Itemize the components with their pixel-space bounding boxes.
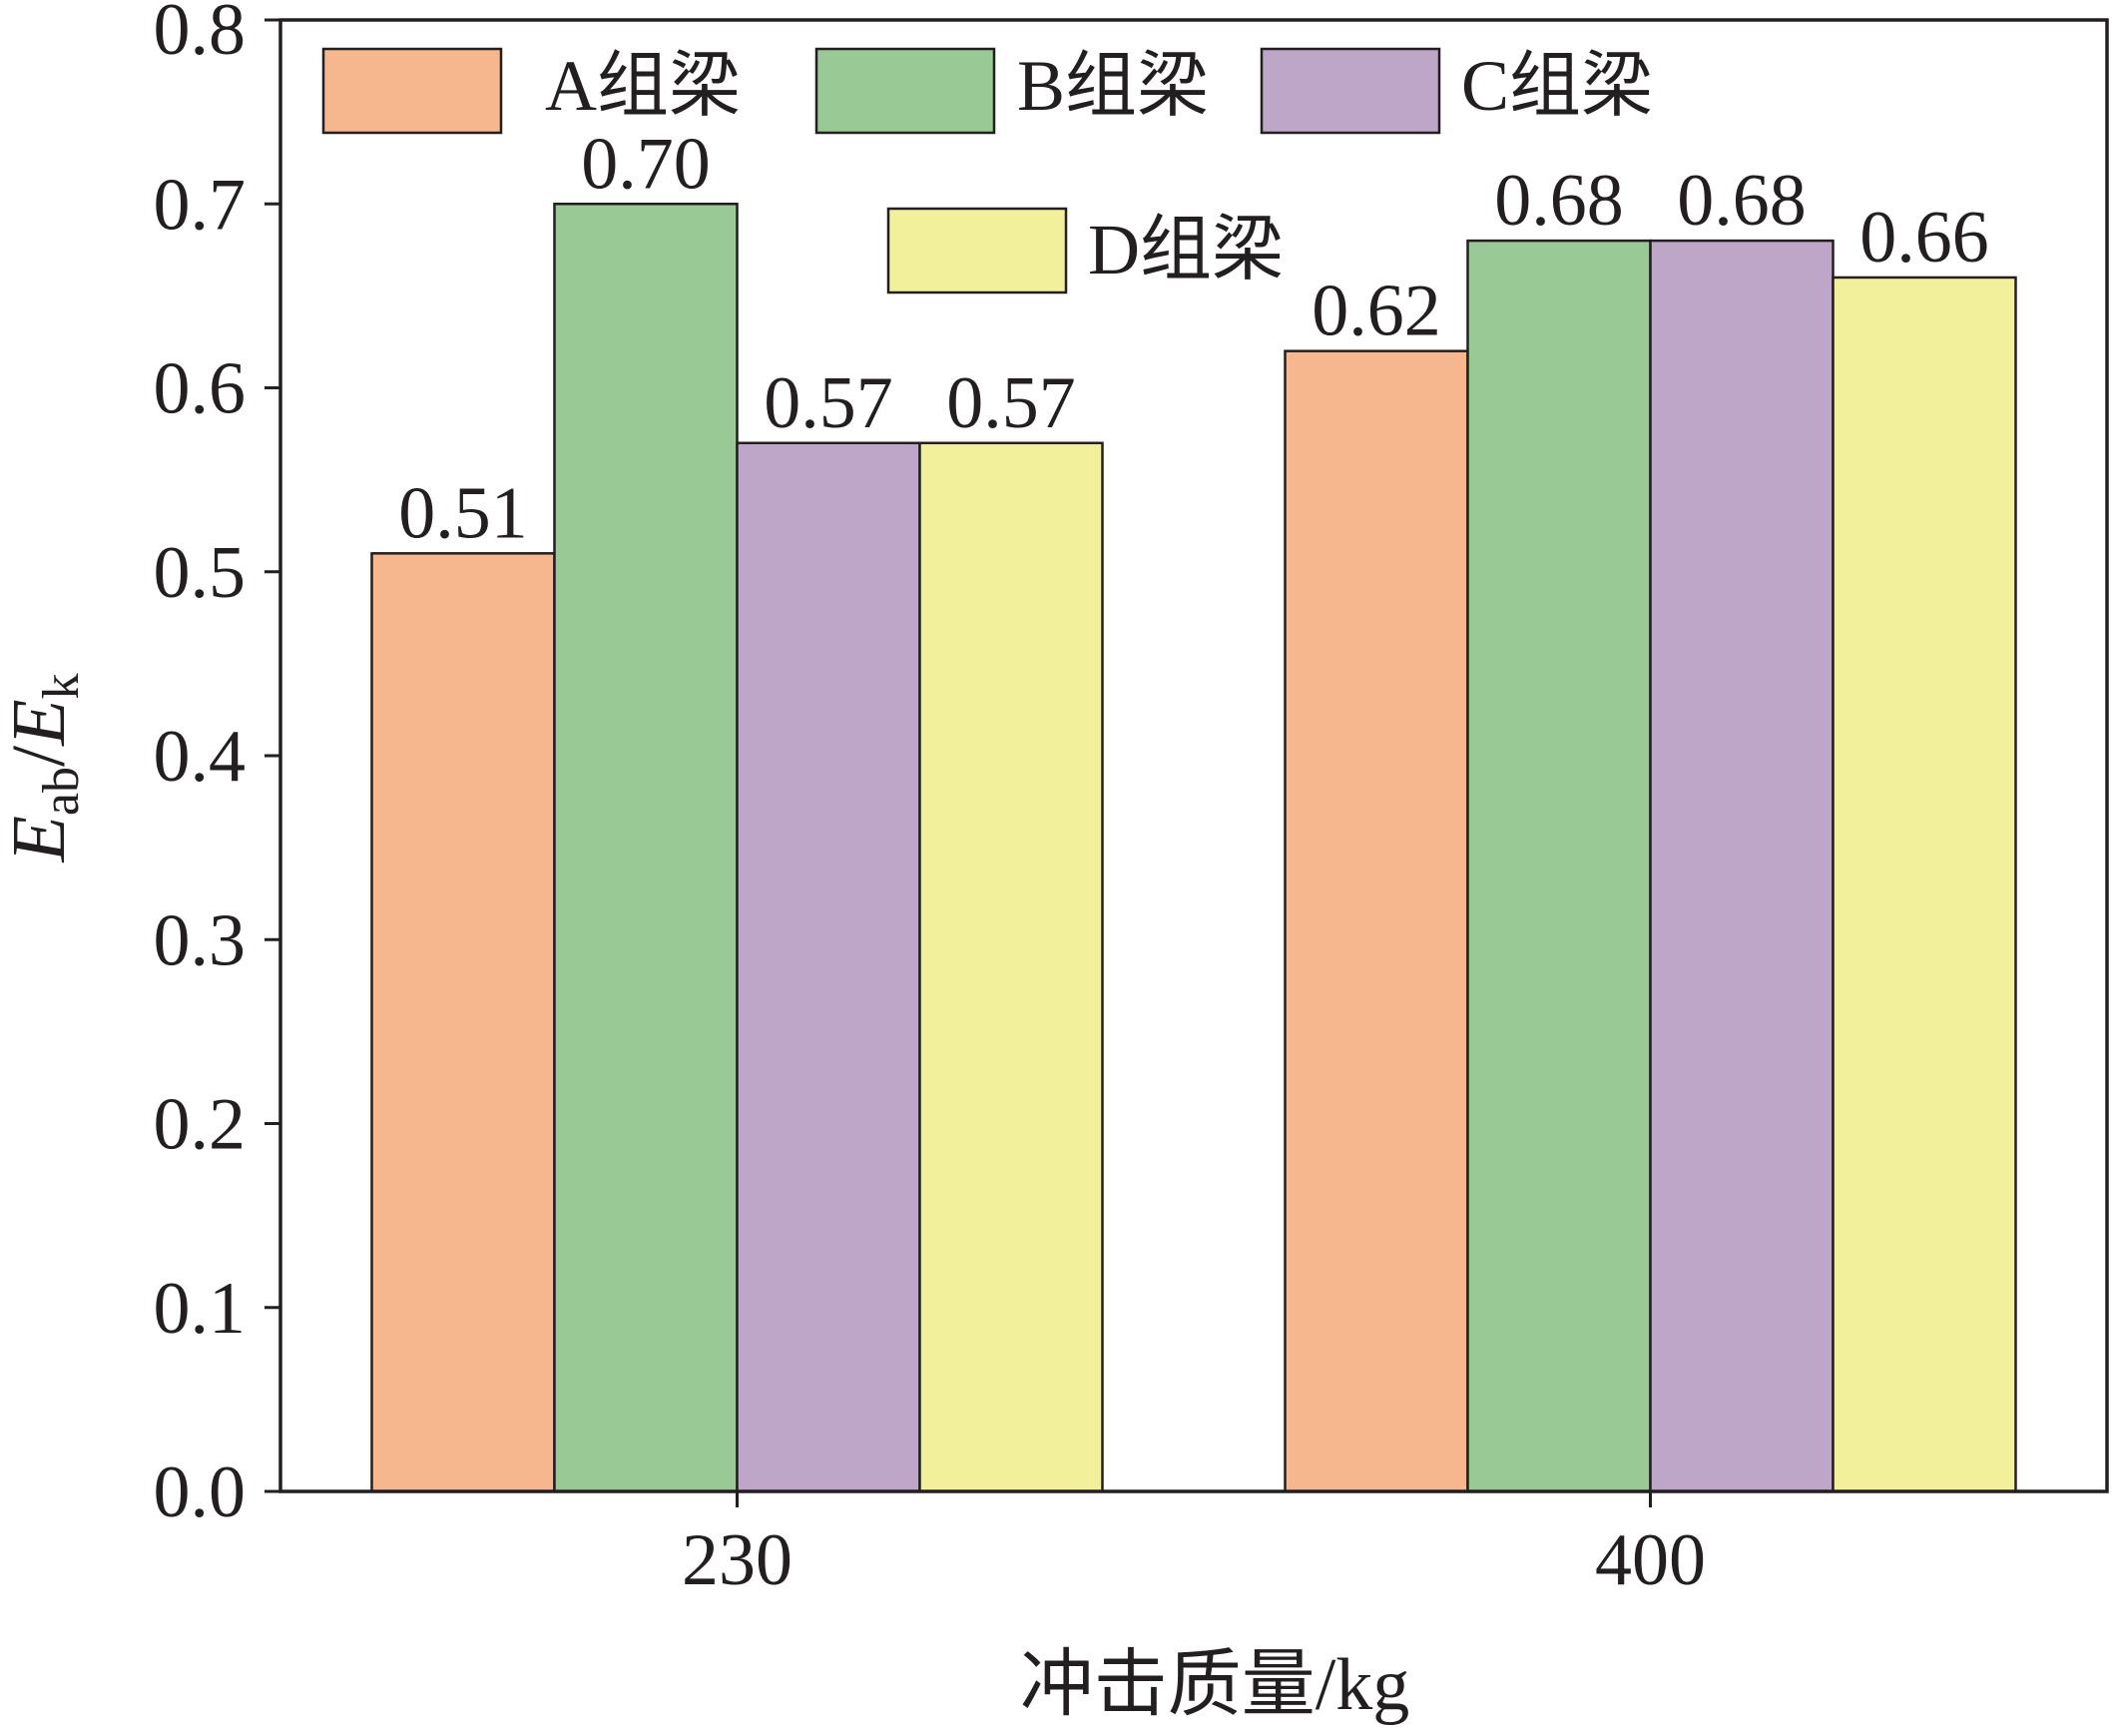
data-label-series-3-category-2: 0.68 bbox=[1677, 160, 1807, 242]
bar-series-3-category-2 bbox=[1649, 239, 1835, 1493]
data-label-series-2-category-2: 0.68 bbox=[1494, 160, 1624, 242]
data-labels: 0.51 0.62 0.70 0.68 0.57 0.68 0.57 0.66 bbox=[398, 123, 1989, 554]
legend-swatch bbox=[1260, 47, 1441, 135]
x-axis: 230 400 bbox=[682, 1491, 1706, 1601]
legend: A组梁 B组梁 C组梁 D组梁 bbox=[321, 46, 1653, 294]
legend-swatch bbox=[814, 47, 996, 135]
y-axis-title-numerator-subscript: ab bbox=[33, 767, 90, 816]
x-axis-title: 冲击质量/kg bbox=[1020, 1644, 1410, 1726]
y-tick-label: 0.0 bbox=[154, 1451, 247, 1533]
legend-item-1: A组梁 bbox=[321, 46, 741, 135]
data-label-series-1-category-2: 0.62 bbox=[1312, 271, 1441, 352]
y-axis-title: Eab/Ek bbox=[0, 673, 90, 863]
x-tick-label: 230 bbox=[682, 1519, 792, 1601]
legend-swatch bbox=[321, 47, 503, 135]
y-tick-label: 0.5 bbox=[154, 532, 247, 614]
legend-label: B组梁 bbox=[1017, 46, 1209, 126]
data-label-series-1-category-1: 0.51 bbox=[398, 472, 528, 554]
legend-label: D组梁 bbox=[1088, 210, 1284, 289]
y-tick-label: 0.2 bbox=[154, 1084, 247, 1166]
y-axis: 0.0 0.1 0.2 0.3 0.4 0.5 0.6 0.7 0.8 bbox=[154, 0, 280, 1533]
legend-label: C组梁 bbox=[1461, 46, 1653, 126]
legend-item-2: B组梁 bbox=[814, 46, 1209, 135]
y-axis-title-denominator-symbol: E bbox=[0, 699, 81, 746]
y-axis-title-denominator-subscript: k bbox=[33, 673, 90, 699]
data-label-series-4-category-2: 0.66 bbox=[1859, 197, 1989, 279]
data-label-series-3-category-1: 0.57 bbox=[764, 362, 893, 444]
y-tick-label: 0.8 bbox=[154, 0, 247, 71]
data-label-series-2-category-1: 0.70 bbox=[581, 123, 711, 205]
y-axis-title-separator: / bbox=[0, 745, 81, 767]
y-tick-label: 0.1 bbox=[154, 1268, 247, 1350]
bar-series-4-category-2 bbox=[1832, 276, 2017, 1493]
y-axis-title-numerator-symbol: E bbox=[0, 816, 81, 863]
bar-series-4-category-1 bbox=[918, 441, 1104, 1493]
y-tick-label: 0.6 bbox=[154, 348, 247, 430]
x-tick-label: 400 bbox=[1595, 1519, 1706, 1601]
bar-series-3-category-1 bbox=[736, 441, 921, 1493]
y-tick-label: 0.3 bbox=[154, 899, 247, 981]
legend-swatch bbox=[886, 207, 1068, 294]
y-tick-label: 0.4 bbox=[154, 716, 247, 798]
bars bbox=[370, 203, 2017, 1493]
bar-series-1-category-1 bbox=[370, 552, 556, 1493]
legend-label: A组梁 bbox=[545, 46, 741, 126]
bar-series-2-category-2 bbox=[1466, 239, 1652, 1493]
bar-series-1-category-2 bbox=[1284, 349, 1469, 1493]
y-tick-label: 0.7 bbox=[154, 164, 247, 246]
bar-series-2-category-1 bbox=[553, 203, 739, 1493]
legend-item-4: D组梁 bbox=[886, 207, 1284, 294]
data-label-series-4-category-1: 0.57 bbox=[946, 362, 1076, 444]
legend-item-3: C组梁 bbox=[1260, 46, 1653, 135]
